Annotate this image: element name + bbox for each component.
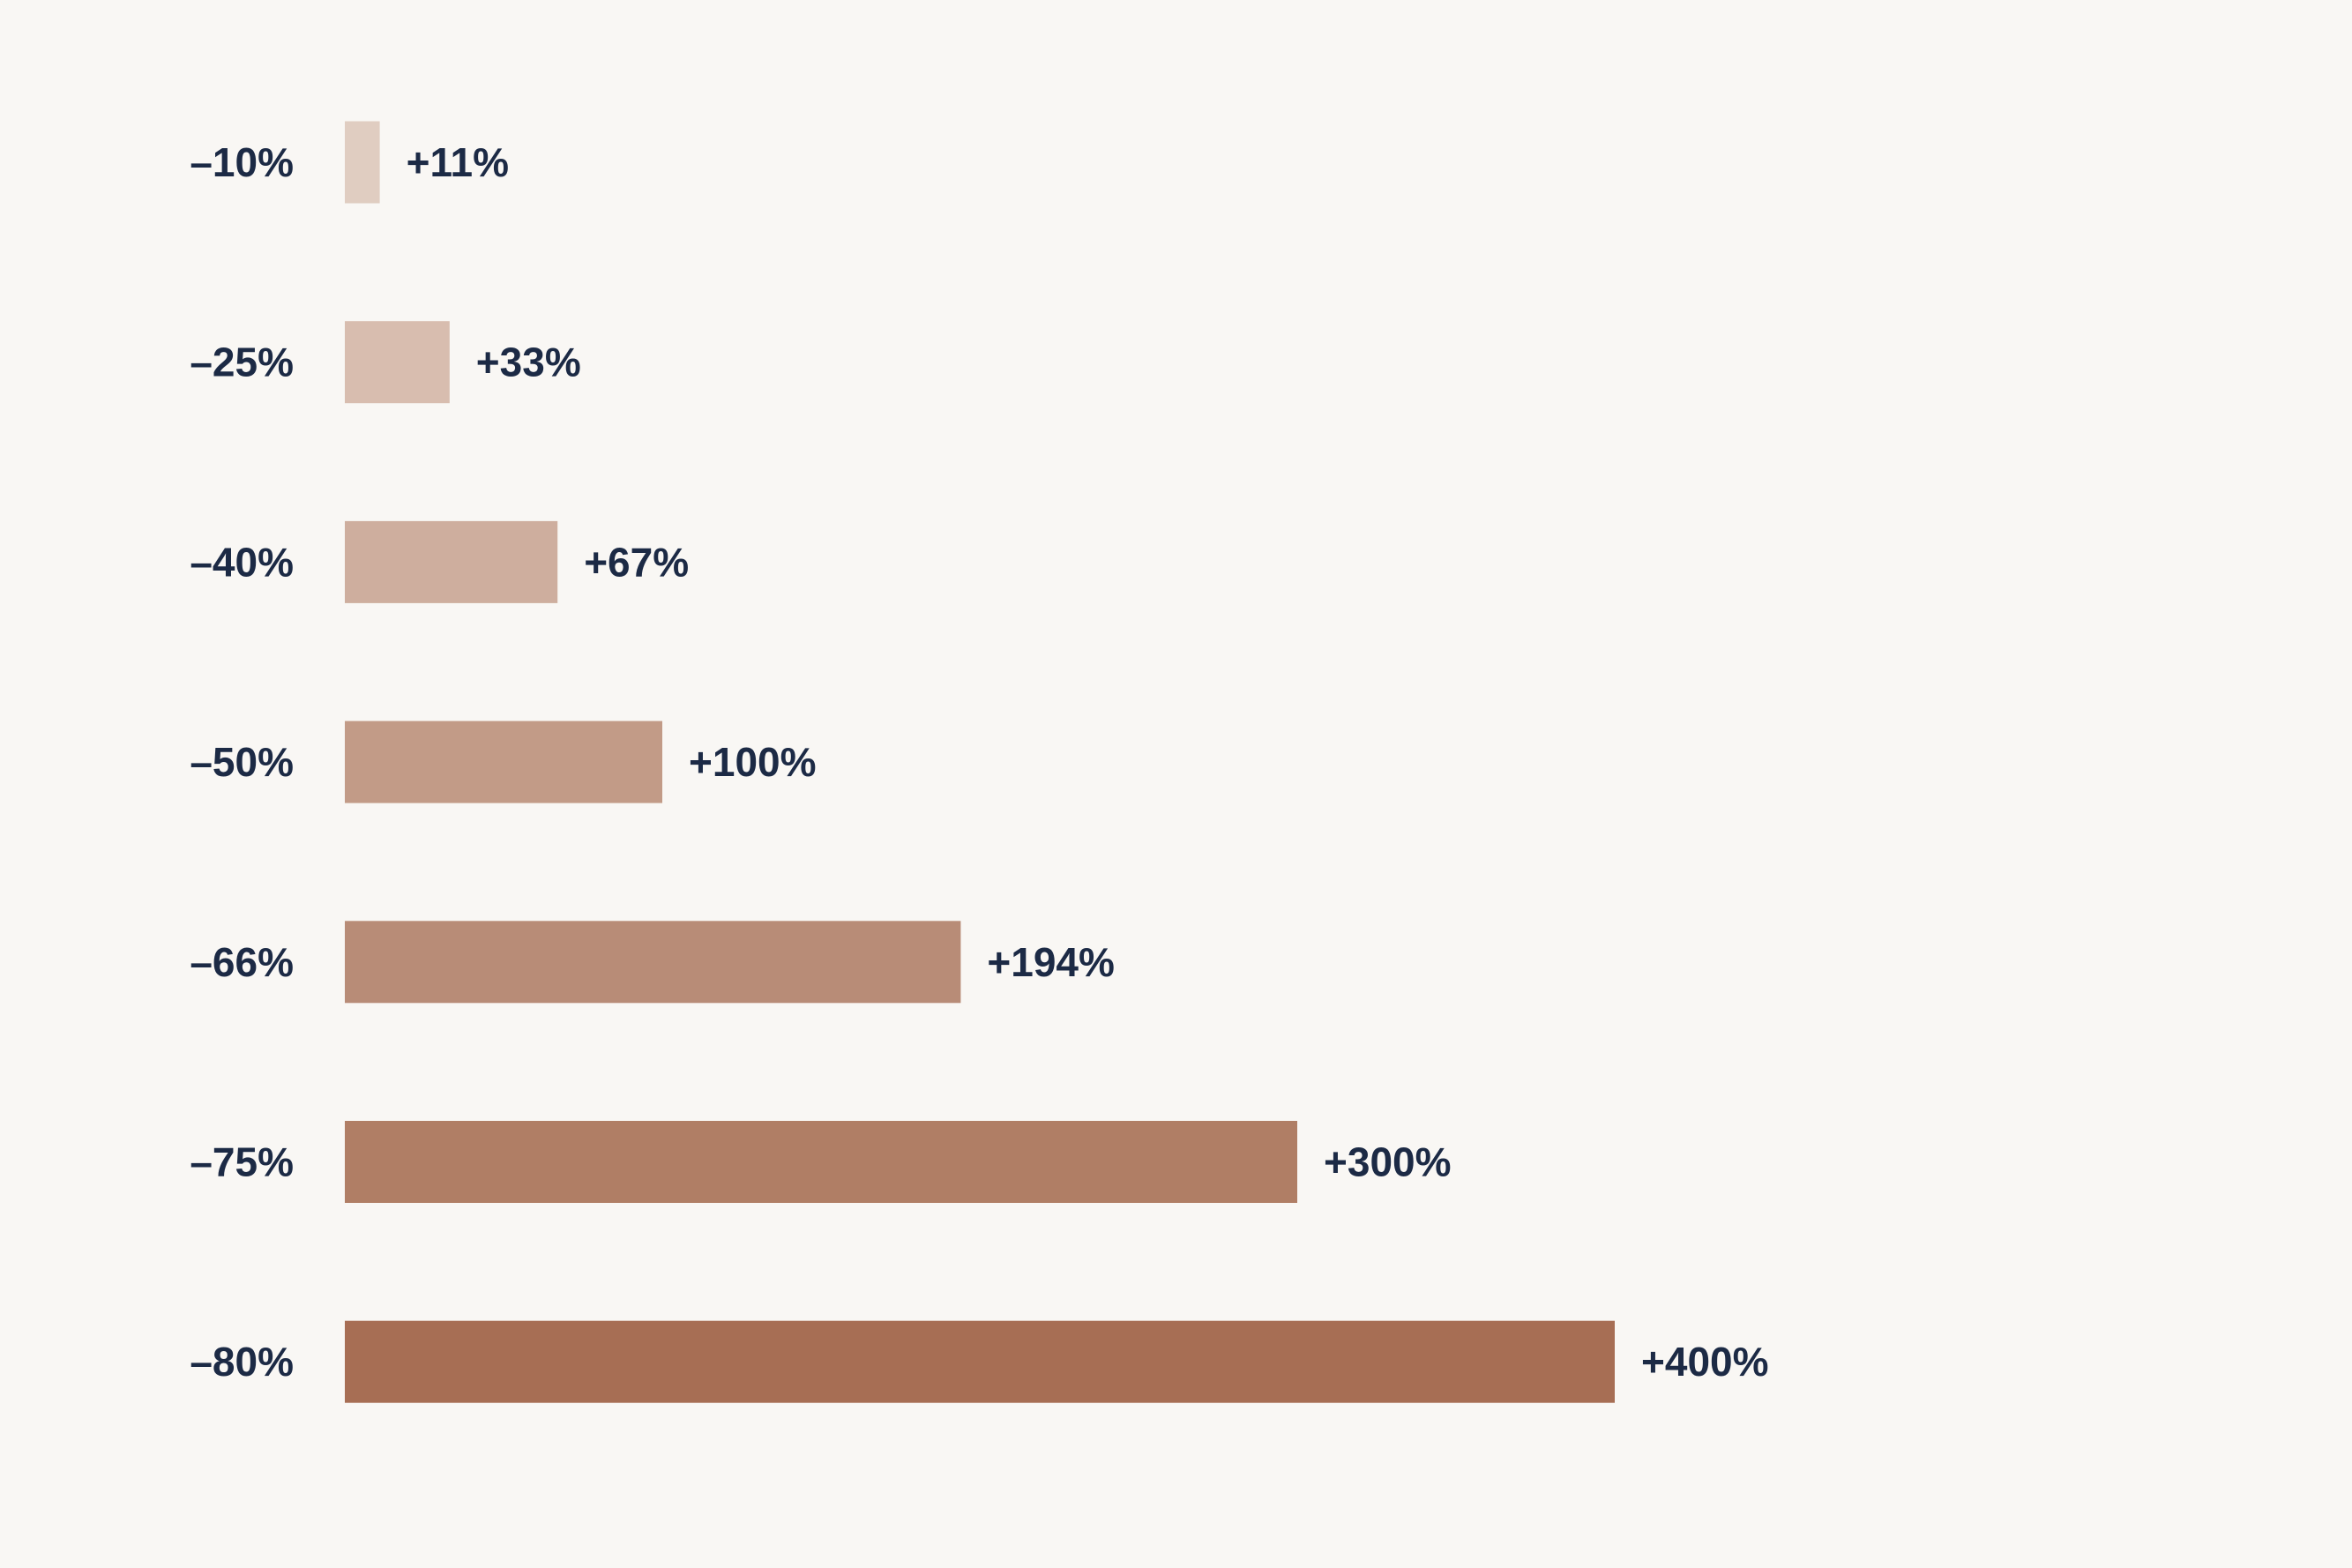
value-label: +11% bbox=[407, 139, 509, 185]
bar bbox=[345, 1121, 1297, 1203]
value-label: +400% bbox=[1641, 1339, 1769, 1385]
category-label: –50% bbox=[190, 739, 294, 785]
value-label: +67% bbox=[584, 539, 689, 585]
value-label: +300% bbox=[1324, 1139, 1452, 1185]
bar bbox=[345, 520, 558, 603]
bars-layer: –10% +11% –25% +33% –40% +67% –50% +100% –66% +19… bbox=[190, 121, 1769, 1403]
category-label: –66% bbox=[190, 939, 294, 985]
category-label: –10% bbox=[190, 139, 294, 185]
bar bbox=[345, 121, 380, 204]
bar bbox=[345, 1320, 1615, 1403]
bar bbox=[345, 721, 662, 803]
bar bbox=[345, 321, 450, 404]
category-label: –75% bbox=[190, 1139, 294, 1185]
value-label: +194% bbox=[987, 939, 1115, 985]
category-label: –80% bbox=[190, 1339, 294, 1385]
bar bbox=[345, 921, 961, 1004]
category-label: –40% bbox=[190, 539, 294, 585]
category-label: –25% bbox=[190, 340, 294, 385]
value-label: +33% bbox=[476, 340, 581, 385]
value-label: +100% bbox=[689, 739, 817, 785]
